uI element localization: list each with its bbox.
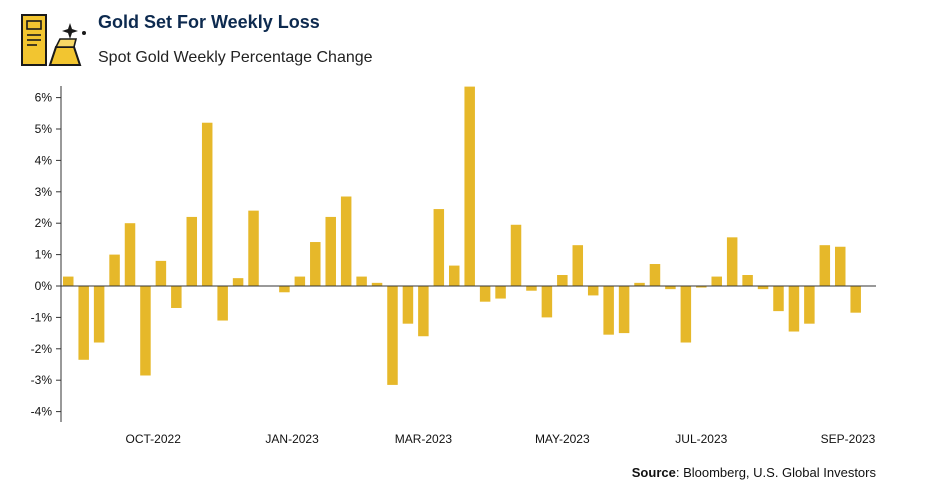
x-axis: OCT-2022 JAN-2023 MAR-2023 MAY-2023 JUL-2023… <box>61 285 876 446</box>
bar <box>279 286 290 293</box>
bar <box>109 254 120 286</box>
bar <box>696 286 707 288</box>
y-tick-label: 0% <box>35 279 53 293</box>
y-tick-label: 4% <box>35 153 53 167</box>
bar <box>618 286 630 334</box>
bar <box>649 264 661 286</box>
bar <box>433 209 445 286</box>
bars <box>63 86 861 385</box>
bar <box>680 286 692 343</box>
y-axis: 6% 5% 4% 3% 2% 1% 0% -1% -2% -3% -4% <box>31 86 62 422</box>
bar <box>449 265 460 286</box>
bar <box>217 286 228 321</box>
bar <box>356 276 367 286</box>
bar <box>78 286 89 360</box>
bar <box>788 286 800 332</box>
bar <box>634 282 645 286</box>
bar <box>850 286 861 313</box>
bar <box>541 286 553 318</box>
bar <box>572 245 584 286</box>
bar <box>340 196 352 286</box>
y-tick-label: 5% <box>35 122 53 136</box>
bar <box>402 286 414 324</box>
bar <box>587 286 599 296</box>
source-label: Source <box>631 465 676 480</box>
y-tick-label: -4% <box>31 405 53 419</box>
x-tick-label: SEP-2023 <box>821 432 876 446</box>
x-tick-label: JUL-2023 <box>675 432 727 446</box>
bar <box>418 286 429 337</box>
bar <box>201 122 213 286</box>
bar <box>819 245 831 286</box>
bar <box>711 276 722 286</box>
y-tick-label: 2% <box>35 216 53 230</box>
x-tick-label: MAY-2023 <box>535 432 590 446</box>
source-text: : Bloomberg, U.S. Global Investors <box>675 465 876 480</box>
y-tick-label: 3% <box>35 185 53 199</box>
x-tick-label: MAR-2023 <box>395 432 453 446</box>
gold-bars-icon <box>20 13 90 74</box>
bar <box>387 286 398 385</box>
bar <box>171 286 182 308</box>
bar <box>757 286 769 290</box>
bar <box>464 86 475 286</box>
bar <box>294 276 306 286</box>
chart-subtitle: Spot Gold Weekly Percentage Change <box>98 49 373 66</box>
y-tick-label: -2% <box>31 342 53 356</box>
y-tick-label: -3% <box>31 373 53 387</box>
bar <box>773 286 784 312</box>
bar <box>186 216 198 286</box>
bar <box>603 286 614 335</box>
bar <box>248 210 259 286</box>
y-tick-label: -1% <box>31 310 53 324</box>
bar <box>510 224 522 286</box>
bar <box>835 246 846 286</box>
bar <box>63 276 74 286</box>
x-tick-label: OCT-2022 <box>126 432 182 446</box>
bar <box>93 286 105 343</box>
bar <box>526 286 537 291</box>
bar <box>232 278 244 286</box>
x-tick-label: JAN-2023 <box>265 432 319 446</box>
y-tick-label: 1% <box>35 248 53 262</box>
bar <box>726 237 738 286</box>
bar <box>155 260 167 286</box>
y-tick-label: 6% <box>35 91 53 105</box>
chart-title: Gold Set For Weekly Loss <box>98 12 320 32</box>
bar <box>140 286 151 376</box>
bar <box>742 275 753 286</box>
source-note: Source: Bloomberg, U.S. Global Investors <box>632 465 876 480</box>
bar <box>325 216 336 286</box>
bar <box>310 242 321 286</box>
bar <box>479 286 491 302</box>
bar <box>804 286 815 324</box>
bar <box>557 275 568 286</box>
bar <box>124 223 136 286</box>
bar <box>495 286 506 299</box>
bar <box>665 286 676 290</box>
bar <box>371 282 383 286</box>
